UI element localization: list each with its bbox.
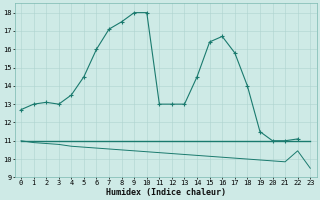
X-axis label: Humidex (Indice chaleur): Humidex (Indice chaleur) bbox=[106, 188, 226, 197]
